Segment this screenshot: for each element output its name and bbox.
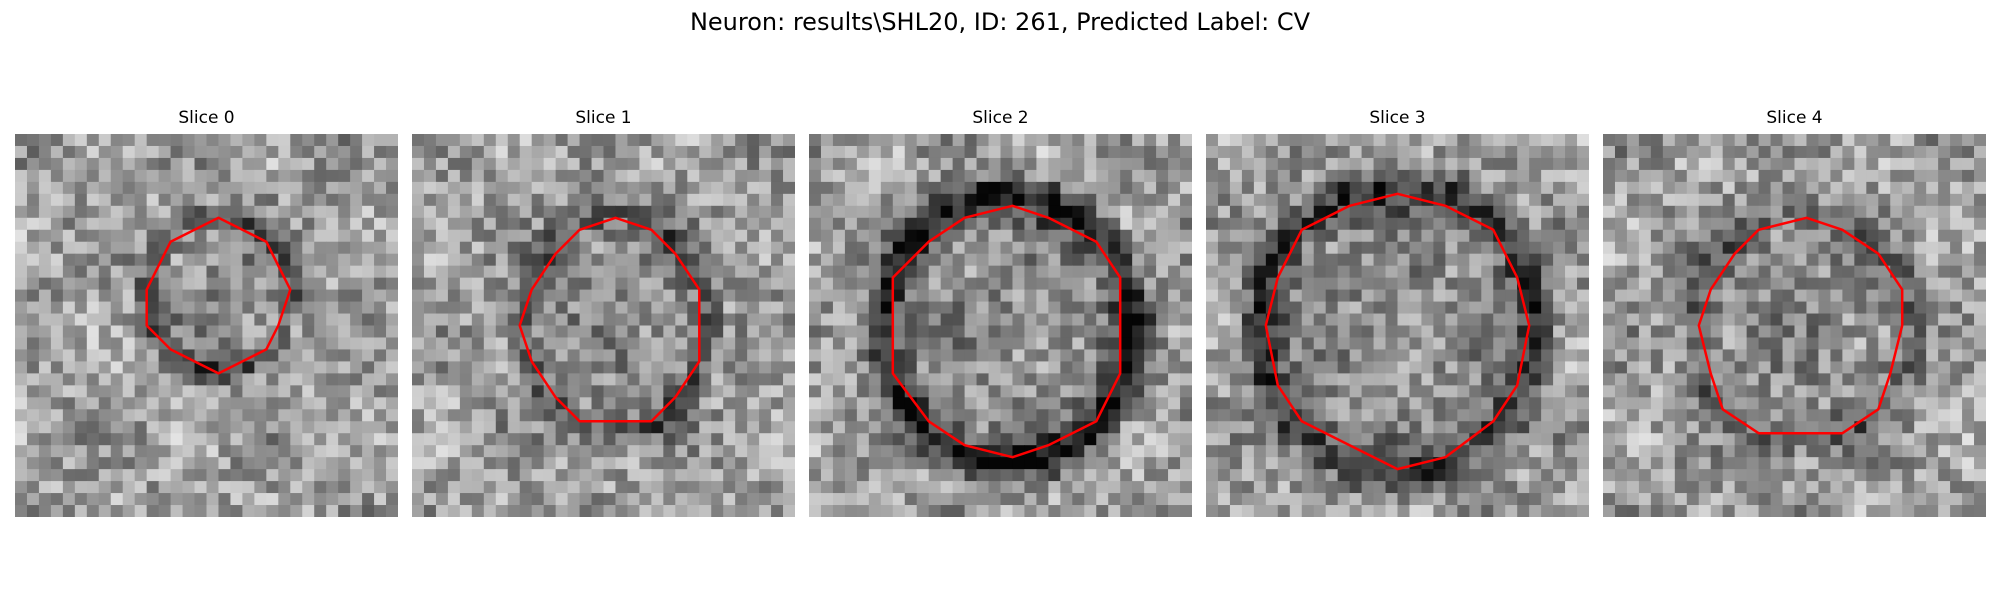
slice-panel-3: Slice 3 <box>1206 108 1589 517</box>
roi-contour <box>1264 192 1531 471</box>
slice-image-0 <box>15 134 398 517</box>
slice-panel-0: Slice 0 <box>15 108 398 517</box>
roi-contour <box>1697 216 1904 435</box>
roi-contour <box>891 204 1122 459</box>
slice-title-0: Slice 0 <box>178 108 235 128</box>
slice-image-3 <box>1206 134 1589 517</box>
figure-title: Neuron: results\SHL20, ID: 261, Predicte… <box>689 8 1311 36</box>
slice-title-3: Slice 3 <box>1369 108 1426 128</box>
slice-title-1: Slice 1 <box>575 108 632 128</box>
slice-panel-2: Slice 2 <box>809 108 1192 517</box>
slice-title-2: Slice 2 <box>972 108 1029 128</box>
slice-image-2 <box>809 134 1192 517</box>
slice-panel-4: Slice 4 <box>1603 108 1986 517</box>
slice-image-1 <box>412 134 795 517</box>
slice-image-4 <box>1603 134 1986 517</box>
roi-contour <box>145 216 292 375</box>
roi-contour <box>518 216 701 423</box>
slice-panel-1: Slice 1 <box>412 108 795 517</box>
slice-title-4: Slice 4 <box>1766 108 1823 128</box>
